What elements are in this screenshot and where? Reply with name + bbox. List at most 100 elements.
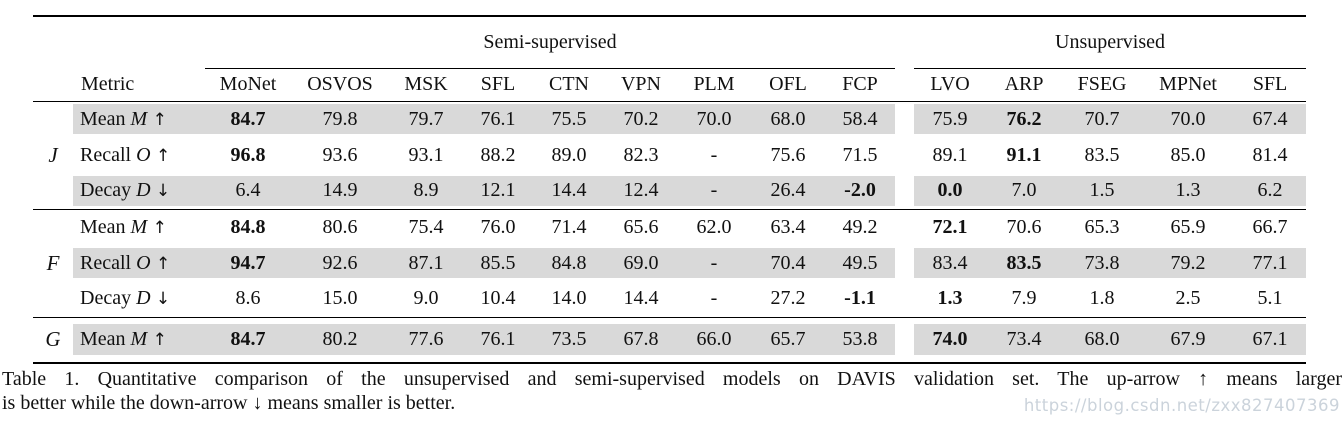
header-spacer bbox=[33, 16, 205, 68]
cell-F-decay-fseg: 1.8 bbox=[1089, 287, 1115, 310]
column-gap bbox=[895, 316, 915, 363]
cell-G-mean-ofl: 65.7 bbox=[751, 316, 825, 363]
cell-G-mean-monet: 84.7 bbox=[205, 316, 291, 363]
cell-F-recall-ofl: 70.4 bbox=[751, 245, 825, 281]
cell-G-mean-plm: 66.0 bbox=[677, 316, 751, 363]
cell-F-mean-fcp: 49.2 bbox=[825, 208, 896, 245]
cell-J-recall-fcp: 71.5 bbox=[842, 143, 878, 166]
table-caption: Table 1. Quantitative comparison of the … bbox=[0, 367, 1344, 415]
up-arrow-icon: ↑ bbox=[150, 145, 171, 166]
up-arrow-icon: ↑ bbox=[147, 109, 167, 130]
caption-line-1: Table 1. Quantitative comparison of the … bbox=[2, 368, 1342, 390]
cell-G-mean-fcp: 53.8 bbox=[825, 316, 896, 363]
cell-J-recall-lvo: 89.1 bbox=[932, 143, 968, 166]
cell-J-mean-mpnet: 70.0 bbox=[1142, 101, 1235, 137]
cell-F-mean-mpnet: 65.9 bbox=[1142, 208, 1235, 245]
cell-G-mean-msk: 77.6 bbox=[389, 316, 463, 363]
cell-J-decay-ctn: 14.4 bbox=[533, 173, 605, 209]
column-gap bbox=[895, 281, 914, 317]
cell-F-mean-sfl: 76.0 bbox=[463, 208, 533, 245]
cell-G-mean-sfl: 67.1 bbox=[1234, 316, 1307, 363]
column-header-ctn: CTN bbox=[533, 68, 605, 102]
results-table: Semi-supervised Unsupervised Metric MoNe… bbox=[33, 15, 1307, 364]
caption-line-2: is better while the down-arrow ↓ means s… bbox=[2, 392, 456, 414]
group-label-J: J bbox=[48, 142, 58, 167]
cell-F-decay-mpnet: 2.5 bbox=[1175, 287, 1201, 310]
cell-F-recall-monet: 94.7 bbox=[205, 245, 291, 281]
cell-G-mean-osvos: 80.2 bbox=[291, 316, 389, 363]
cell-J-decay-lvo: 0.0 bbox=[914, 173, 987, 209]
cell-F-decay-sfl: 5.1 bbox=[1257, 287, 1283, 310]
cell-J-decay-arp: 7.0 bbox=[986, 173, 1063, 209]
cell-J-recall-ofl: 75.6 bbox=[770, 143, 806, 166]
row-J-mean: J Mean M ↑ 84.7 79.8 79.7 76.1 75.5 70.2 70.0 68.… bbox=[33, 101, 1307, 167]
cell-J-recall-ctn: 89.0 bbox=[551, 143, 587, 166]
metric-label-G-mean: Mean M ↑ bbox=[73, 316, 205, 363]
cell-F-recall-arp: 83.5 bbox=[986, 245, 1063, 281]
cell-F-recall-msk: 87.1 bbox=[389, 245, 463, 281]
cell-J-decay-vpn: 12.4 bbox=[605, 173, 677, 209]
cell-J-mean-osvos: 79.8 bbox=[291, 101, 389, 137]
column-header-ofl: OFL bbox=[751, 68, 825, 102]
up-arrow-icon: ↑ bbox=[147, 217, 167, 238]
column-header-osvos: OSVOS bbox=[291, 68, 389, 102]
cell-J-mean-vpn: 70.2 bbox=[605, 101, 677, 137]
cell-J-decay-osvos: 14.9 bbox=[291, 173, 389, 209]
cell-F-decay-msk: 9.0 bbox=[413, 287, 439, 310]
cell-G-mean-fseg: 68.0 bbox=[1062, 316, 1143, 363]
cell-F-recall-plm: - bbox=[677, 245, 751, 281]
cell-F-mean-arp: 70.6 bbox=[986, 208, 1063, 245]
cell-J-mean-sfl: 67.4 bbox=[1234, 101, 1307, 137]
cell-J-decay-ofl: 26.4 bbox=[751, 173, 825, 209]
column-header-fseg: FSEG bbox=[1062, 68, 1143, 102]
cell-F-mean-monet: 84.8 bbox=[205, 208, 291, 245]
cell-J-mean-fseg: 70.7 bbox=[1062, 101, 1143, 137]
group-J: J Mean M ↑ 84.7 79.8 79.7 76.1 75.5 70.2 70.0 68.… bbox=[33, 101, 1307, 209]
cell-J-recall-vpn: 82.3 bbox=[623, 143, 659, 166]
metric-column-header: Metric bbox=[73, 68, 205, 102]
group-header-row: Semi-supervised Unsupervised bbox=[33, 16, 1307, 69]
cell-F-decay-lvo: 1.3 bbox=[937, 287, 963, 310]
group-label-G: G bbox=[33, 316, 73, 363]
cell-F-decay-arp: 7.9 bbox=[1011, 287, 1037, 310]
cell-F-recall-fseg: 73.8 bbox=[1062, 245, 1143, 281]
cell-F-mean-vpn: 65.6 bbox=[605, 208, 677, 245]
column-header-msk: MSK bbox=[389, 68, 463, 102]
row-F-mean: F Mean M ↑ 84.8 80.6 75.4 76.0 71.4 65.6 62.0 63.… bbox=[33, 208, 1307, 317]
cell-F-mean-fseg: 65.3 bbox=[1062, 208, 1143, 245]
column-header-sfl: SFL bbox=[463, 68, 533, 102]
column-header-plm: PLM bbox=[677, 68, 751, 102]
cell-F-recall-osvos: 92.6 bbox=[291, 245, 389, 281]
cell-F-recall-lvo: 83.4 bbox=[914, 245, 987, 281]
column-header-vpn: VPN bbox=[605, 68, 677, 102]
metric-label-J-mean: Mean M ↑ bbox=[73, 101, 205, 137]
cell-J-decay-sfl: 6.2 bbox=[1234, 173, 1307, 209]
group-F: F Mean M ↑ 84.8 80.6 75.4 76.0 71.4 65.6 62.0 63.… bbox=[33, 208, 1307, 317]
cell-J-recall-msk: 93.1 bbox=[408, 143, 444, 166]
metric-label-F-decay: Decay D ↓ bbox=[80, 287, 171, 310]
cell-J-decay-mpnet: 1.3 bbox=[1142, 173, 1235, 209]
group-label-column-header bbox=[33, 68, 73, 102]
column-gap bbox=[895, 137, 914, 173]
group-header-semi-supervised: Semi-supervised bbox=[205, 16, 896, 69]
row-F-recall: Recall O ↑ 94.7 92.6 87.1 85.5 84.8 69.0-70.4 4… bbox=[33, 245, 1307, 281]
cell-J-mean-lvo: 75.9 bbox=[914, 101, 987, 137]
cell-G-mean-ctn: 73.5 bbox=[533, 316, 605, 363]
metric-label-J-recall: Recall O ↑ bbox=[80, 143, 171, 166]
row-F-decay: Decay D ↓ 8.6 15.0 9.0 10.4 14.0 14.4 - 27.2 -1.1… bbox=[33, 281, 1306, 317]
down-arrow-icon: ↓ bbox=[150, 289, 171, 310]
cell-J-mean-ofl: 68.0 bbox=[751, 101, 825, 137]
down-arrow-icon: ↓ bbox=[150, 181, 171, 202]
column-gap bbox=[895, 101, 914, 137]
cell-F-mean-osvos: 80.6 bbox=[291, 208, 389, 245]
column-header-mpnet: MPNet bbox=[1142, 68, 1235, 102]
cell-F-decay-fcp: -1.1 bbox=[844, 287, 876, 310]
row-G-mean: G Mean M ↑ 84.7 80.2 77.6 76.1 73.5 67.8 66.0 65.… bbox=[33, 316, 1307, 363]
up-arrow-icon: ↑ bbox=[147, 330, 167, 351]
cell-J-decay-msk: 8.9 bbox=[389, 173, 463, 209]
cell-F-mean-plm: 62.0 bbox=[677, 208, 751, 245]
cell-F-recall-fcp: 49.5 bbox=[825, 245, 896, 281]
cell-J-decay-fseg: 1.5 bbox=[1062, 173, 1143, 209]
group-label-F: F bbox=[33, 208, 73, 317]
row-J-decay: Decay D ↓ 6.4 14.9 8.9 12.1 14.4 12.4-26.4 -2.0… bbox=[33, 173, 1307, 209]
